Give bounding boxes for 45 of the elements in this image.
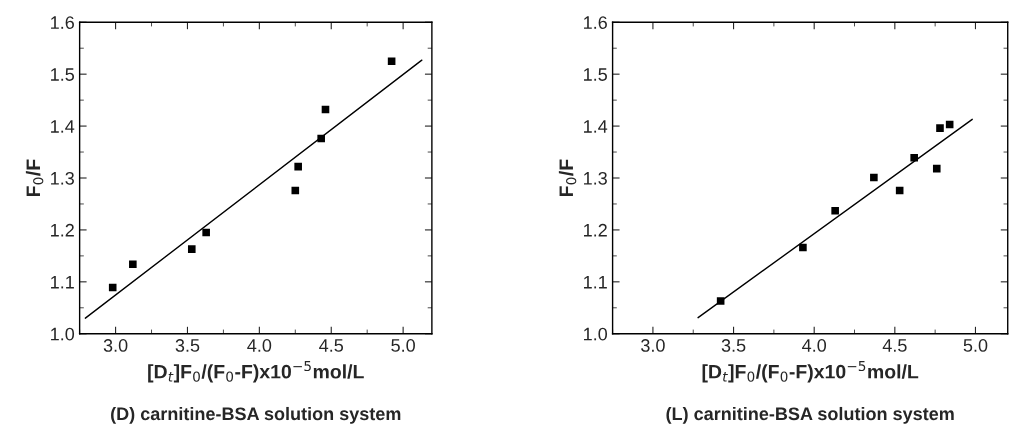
x-tick-label: 3.5	[721, 339, 746, 352]
x-tick-label: 4.0	[247, 339, 272, 352]
point	[932, 164, 941, 173]
x-tick-label: 3.0	[641, 339, 665, 352]
x-tick-label: 4.5	[882, 339, 907, 352]
text: (D) carnitine-BSA solution system	[111, 406, 401, 424]
point	[291, 186, 300, 195]
point	[294, 162, 302, 171]
y-tick-label: 1.1	[51, 275, 74, 289]
y-tick-label: 1.3	[51, 171, 74, 185]
point	[831, 206, 839, 215]
x-tick-label: 5.0	[963, 339, 988, 352]
y-tick-label: 1.1	[584, 275, 607, 289]
x-tick-label: 5.0	[391, 339, 415, 352]
x-tick-label: 3.5	[175, 339, 200, 352]
x-tick-label: 4.5	[319, 339, 344, 352]
y-tick-label: 1.6	[51, 16, 74, 29]
point	[870, 173, 878, 182]
text: (L) carnitine-BSA solution system	[666, 406, 954, 424]
y-tick-label: 1.5	[51, 68, 75, 81]
y-tick-label: 1.2	[51, 223, 74, 237]
point	[129, 260, 137, 268]
x-tick-label: 4.0	[802, 339, 827, 352]
y-tick-label: 1.4	[584, 120, 608, 133]
y-tick-label: 1.0	[51, 327, 75, 341]
point	[202, 228, 210, 237]
y-axis-title: F$_{0}$/F	[25, 159, 44, 197]
y-tick-label: 1.3	[584, 171, 607, 185]
point	[108, 283, 117, 292]
text: [D$_{t}$]F$_{0}$/(F$_{0}$-F)x10$^{−5}$mol/L	[148, 361, 364, 383]
y-tick-label: 1.2	[584, 223, 607, 237]
x-tick-label: 3.0	[103, 339, 128, 352]
text: [D$_{t}$]F$_{0}$/(F$_{0}$-F)x10$^{−5}$mol/L	[702, 361, 919, 383]
point	[387, 57, 396, 65]
y-tick-label: 1.6	[584, 16, 607, 29]
point	[910, 153, 918, 162]
y-tick-label: 1.4	[51, 120, 75, 133]
point	[716, 297, 725, 305]
y-tick-label: 1.5	[584, 68, 607, 81]
point	[799, 243, 807, 252]
point	[936, 124, 944, 132]
y-tick-label: 1.0	[584, 327, 608, 341]
y-axis-title: F$_{0}$/F	[558, 159, 577, 197]
point	[187, 245, 196, 253]
point	[317, 134, 325, 143]
